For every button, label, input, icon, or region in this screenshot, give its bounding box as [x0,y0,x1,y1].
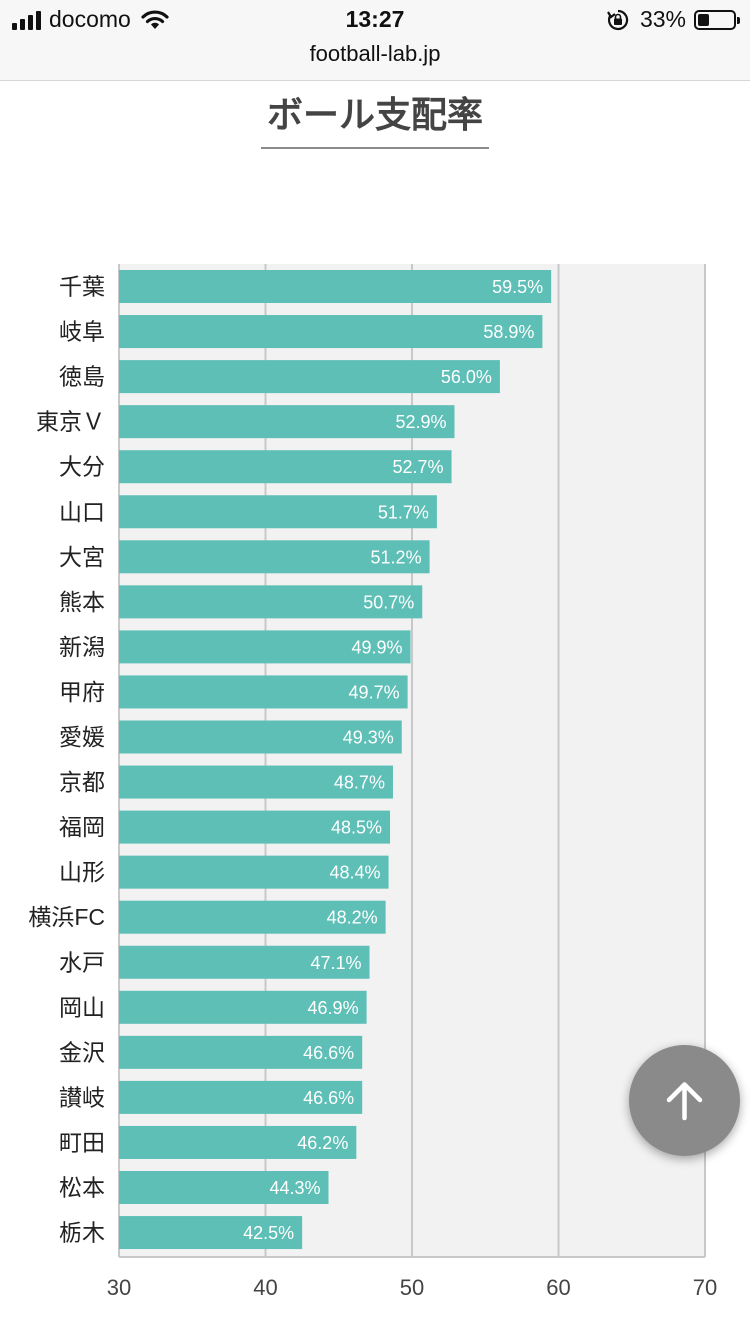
battery-level [698,13,709,26]
category-label: 京都 [59,769,105,795]
scroll-to-top-button[interactable] [629,1045,740,1156]
bar-value-label: 49.3% [343,728,394,748]
category-label: 栃木 [59,1220,105,1246]
category-label: 徳島 [59,364,105,390]
category-label: 大分 [59,454,105,480]
bar [119,810,391,844]
bar-value-label: 52.9% [395,412,446,432]
bar-value-label: 46.9% [308,998,359,1018]
bar [119,1171,329,1204]
bar-value-label: 48.2% [327,908,378,928]
bar-value-label: 59.5% [492,277,543,297]
rotation-lock-icon [607,9,629,30]
category-label: 山形 [59,859,105,885]
title-underline [261,147,489,149]
category-label: 岐阜 [59,319,105,345]
category-label: 山口 [59,499,105,525]
x-tick-label: 60 [546,1275,570,1300]
bar [119,990,367,1024]
bar-value-label: 42.5% [243,1223,294,1243]
clock: 13:27 [345,6,405,32]
bar [119,720,402,754]
bar-value-label: 46.2% [297,1133,348,1153]
category-label: 東京Ｖ [36,409,105,435]
category-label: 水戸 [59,949,105,975]
signal-icon [12,10,41,30]
bar-value-label: 49.7% [349,682,400,702]
bar-value-label: 52.7% [393,457,444,477]
bar [119,765,393,799]
arrow-up-icon [666,1082,703,1121]
category-label: 熊本 [59,589,105,615]
category-label: 福岡 [59,814,105,840]
bar [119,1125,357,1159]
bar-value-label: 46.6% [303,1088,354,1108]
wifi-icon [141,9,169,29]
battery-icon [694,9,740,30]
x-tick-label: 70 [693,1275,717,1300]
battery-percent: 33% [639,6,686,32]
url-text[interactable]: football-lab.jp [309,41,441,66]
bar [119,495,437,529]
status-left: docomo [12,6,169,33]
bar-value-label: 50.7% [363,592,414,612]
category-label: 金沢 [59,1039,105,1065]
bar [119,315,543,349]
category-label: 愛媛 [59,724,105,750]
category-label: 岡山 [59,994,105,1020]
bar-value-label: 48.4% [330,863,381,883]
category-label: 甲府 [59,679,105,705]
x-tick-label: 30 [107,1275,131,1300]
bar-value-label: 51.7% [378,502,429,522]
bar-value-label: 49.9% [351,637,402,657]
bar [119,1216,303,1250]
bar [119,540,430,574]
bar [119,360,500,394]
bar [119,405,455,439]
bar-value-label: 48.7% [334,773,385,793]
bar-value-label: 48.5% [331,818,382,838]
address-bar[interactable]: football-lab.jp [0,40,750,81]
bar-value-label: 51.2% [371,547,422,567]
x-tick-label: 50 [400,1275,424,1300]
carrier-name: docomo [49,6,131,32]
bar-value-label: 44.3% [269,1178,320,1198]
category-label: 大宮 [59,544,105,570]
bar [119,900,386,934]
bar [119,855,389,889]
category-label: 松本 [59,1175,105,1201]
bar [119,585,423,619]
bar-value-label: 56.0% [441,367,492,387]
bar [119,1080,363,1114]
bar [119,630,411,664]
bar [119,450,452,484]
category-label: 讃岐 [59,1084,105,1110]
bar [119,945,370,979]
category-label: 千葉 [59,274,105,300]
bar-value-label: 46.6% [303,1043,354,1063]
status-bar: docomo 13:27 33% [0,0,750,40]
bar [119,1035,363,1069]
category-label: 横浜FC [28,904,105,930]
bar [119,270,552,303]
page-title: ボール支配率 [266,94,483,135]
bar-value-label: 47.1% [310,953,361,973]
bar-value-label: 58.9% [483,322,534,342]
x-tick-label: 40 [253,1275,277,1300]
category-label: 新潟 [59,634,105,660]
category-label: 町田 [59,1129,105,1155]
bar [119,675,408,709]
status-right: 33% [606,6,740,33]
